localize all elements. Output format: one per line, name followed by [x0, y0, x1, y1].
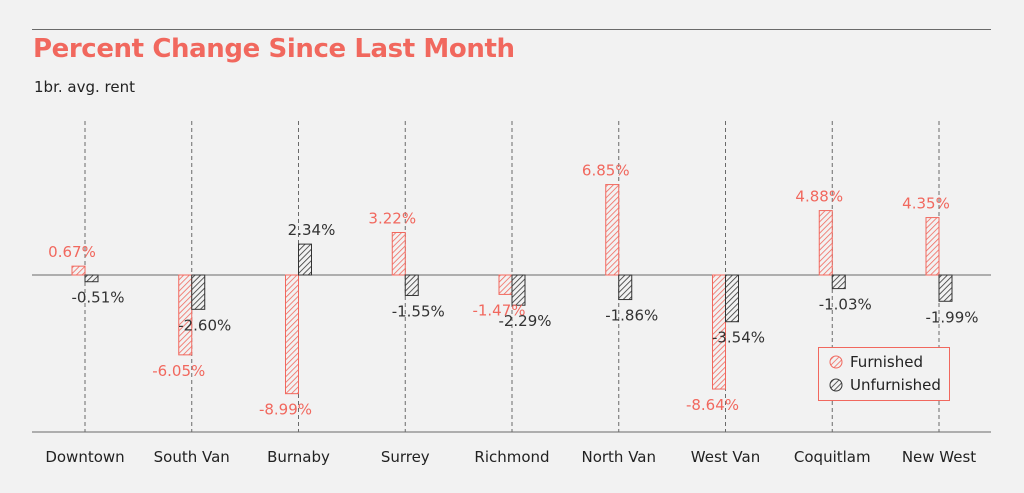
legend-label-unfurnished: Unfurnished	[850, 376, 941, 394]
data-label-furnished-richmond: -1.47%	[472, 301, 525, 319]
data-label-unfurnished-west-van: -3.54%	[712, 329, 765, 347]
top-rule	[32, 29, 991, 30]
category-label-downtown: Downtown	[45, 448, 124, 466]
furnished-swatch-icon	[829, 355, 843, 369]
data-label-unfurnished-surrey: -1.55%	[392, 302, 445, 320]
bar-unfurnished-south-van	[191, 274, 206, 310]
bar-furnished-richmond	[498, 274, 513, 295]
bar-unfurnished-north-van	[618, 274, 633, 301]
bar-furnished-burnaby	[285, 274, 299, 395]
bar-furnished-west-van	[712, 274, 726, 390]
data-label-unfurnished-downtown: -0.51%	[71, 289, 124, 307]
bar-unfurnished-downtown	[84, 274, 99, 283]
bar-furnished-surrey	[391, 231, 406, 276]
bar-furnished-coquitlam	[818, 210, 833, 276]
bar-furnished-new-west	[925, 217, 940, 276]
data-label-unfurnished-coquitlam: -1.03%	[819, 296, 872, 314]
legend: Furnished Unfurnished	[818, 347, 950, 401]
data-label-unfurnished-north-van: -1.86%	[605, 307, 658, 325]
data-label-unfurnished-south-van: -2.60%	[178, 316, 231, 334]
category-label-new-west: New West	[902, 448, 976, 466]
bar-unfurnished-new-west	[938, 274, 953, 302]
bar-unfurnished-coquitlam	[831, 274, 846, 290]
bar-unfurnished-west-van	[725, 274, 739, 323]
data-label-unfurnished-burnaby: 2.34%	[288, 221, 336, 239]
legend-label-furnished: Furnished	[850, 353, 923, 371]
legend-item-unfurnished: Unfurnished	[829, 375, 941, 395]
data-label-furnished-surrey: 3.22%	[368, 209, 416, 227]
category-label-south-van: South Van	[154, 448, 230, 466]
bar-furnished-north-van	[605, 184, 620, 276]
legend-item-furnished: Furnished	[829, 352, 923, 372]
category-label-coquitlam: Coquitlam	[794, 448, 871, 466]
data-label-furnished-south-van: -6.05%	[152, 362, 205, 380]
bar-unfurnished-richmond	[511, 274, 526, 306]
data-label-furnished-burnaby: -8.99%	[259, 401, 312, 419]
bar-furnished-downtown	[71, 265, 86, 276]
bar-unfurnished-surrey	[404, 274, 419, 296]
unfurnished-swatch-icon	[829, 378, 843, 392]
data-label-furnished-new-west: 4.35%	[902, 195, 950, 213]
data-label-unfurnished-richmond: -2.29%	[498, 312, 551, 330]
data-label-furnished-downtown: 0.67%	[48, 243, 96, 261]
category-label-burnaby: Burnaby	[267, 448, 330, 466]
chart-subtitle: 1br. avg. rent	[34, 78, 135, 96]
category-label-west-van: West Van	[691, 448, 760, 466]
data-label-furnished-north-van: 6.85%	[582, 162, 630, 180]
chart-title: Percent Change Since Last Month	[33, 34, 515, 64]
bar-furnished-south-van	[178, 274, 193, 356]
category-label-surrey: Surrey	[381, 448, 430, 466]
bar-unfurnished-burnaby	[298, 243, 312, 276]
category-label-richmond: Richmond	[474, 448, 549, 466]
data-label-unfurnished-new-west: -1.99%	[925, 308, 978, 326]
data-label-furnished-coquitlam: 4.88%	[795, 188, 843, 206]
category-label-north-van: North Van	[581, 448, 656, 466]
data-label-furnished-west-van: -8.64%	[686, 396, 739, 414]
